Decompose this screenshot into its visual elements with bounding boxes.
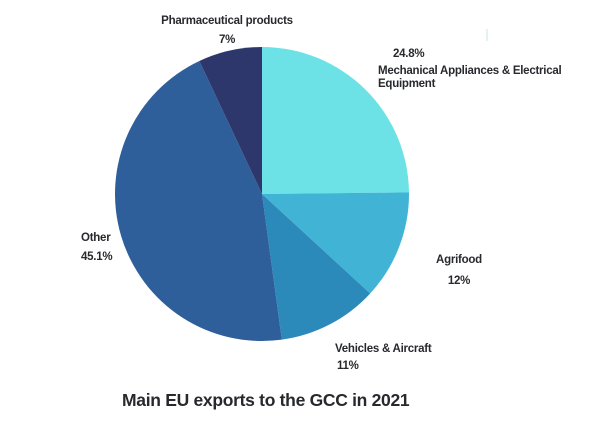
segment-label: Other (81, 232, 111, 244)
segment-value: 11% (337, 360, 359, 372)
segment-label: Vehicles & Aircraft (335, 343, 432, 355)
segment-value: 24.8% (393, 48, 425, 60)
label-other: Other 45.1% (81, 229, 151, 267)
chart-title: Main EU exports to the GCC in 2021 (122, 390, 410, 410)
segment-label: Mechanical Appliances & Electrical Equip… (378, 65, 562, 90)
label-vehicles-aircraft: Vehicles & Aircraft 11% (335, 341, 475, 375)
pie-slice-vehicles-aircraft (262, 194, 371, 340)
pie-slice-other (114, 61, 282, 342)
label-mechanical-appliances: 24.8% Mechanical Appliances & Electrical… (378, 46, 575, 91)
pie-slice-agrifood (262, 192, 409, 294)
segment-label: Agrifood (436, 254, 482, 266)
segment-value: 7% (218, 33, 236, 46)
segment-value: 45.1% (81, 251, 113, 263)
stray-tick-artifact (486, 29, 488, 41)
label-pharmaceutical-products: Pharmaceutical products 7% (147, 12, 307, 49)
segment-value: 12% (447, 275, 471, 287)
pie-slice-pharmaceutical-products (199, 47, 262, 194)
segment-label: Pharmaceutical products (161, 15, 293, 27)
label-agrifood: Agrifood 12% (414, 250, 504, 292)
pie-slice-mechanical-appliances-electrical-equipment (262, 47, 409, 194)
